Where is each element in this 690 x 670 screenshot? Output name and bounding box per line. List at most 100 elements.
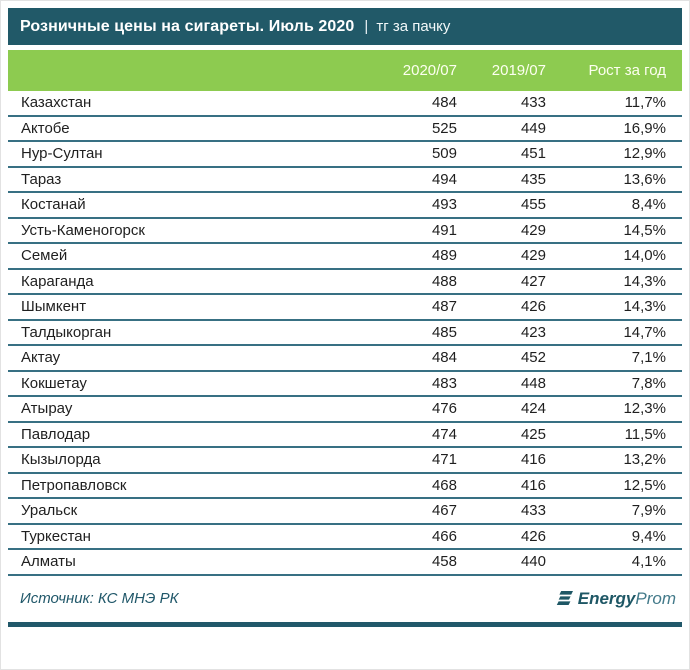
price-2020-cell: 468	[431, 476, 457, 494]
bottom-accent-bar	[8, 621, 682, 627]
table-body: Казахстан 484 433 11,7% Актобе 525 449 16,9% Нур…	[8, 91, 682, 576]
header-col-2020: 2020/07	[402, 62, 457, 79]
title-banner: Розничные цены на сигареты. Июль 2020 | …	[8, 8, 682, 45]
table-row: Кокшетау 483 448 7,8%	[8, 371, 682, 397]
price-2020-cell: 458	[431, 553, 457, 571]
price-2019-cell: 448	[520, 374, 546, 392]
price-2019-cell: 435	[520, 170, 546, 188]
price-2019-cell: 423	[520, 323, 546, 341]
table-row: Казахстан 484 433 11,7%	[8, 91, 682, 117]
price-2019-cell: 429	[520, 247, 546, 265]
region-cell: Актау	[21, 349, 61, 367]
growth-cell: 7,9%	[631, 502, 666, 520]
price-2020-cell: 491	[431, 221, 457, 239]
region-cell: Караганда	[21, 272, 94, 290]
growth-cell: 8,4%	[631, 196, 666, 214]
price-2020-cell: 525	[431, 119, 457, 137]
region-cell: Костанай	[21, 196, 86, 214]
price-2019-cell: 424	[520, 400, 546, 418]
page-title: Розничные цены на сигареты. Июль 2020	[20, 17, 355, 35]
price-2020-cell: 471	[431, 451, 457, 469]
region-cell: Шымкент	[21, 298, 87, 316]
price-2019-cell: 449	[520, 119, 546, 137]
price-2020-cell: 483	[431, 374, 457, 392]
table-row: Нур-Султан 509 451 12,9%	[8, 142, 682, 168]
region-cell: Павлодар	[21, 425, 91, 443]
growth-cell: 14,3%	[623, 272, 666, 290]
price-2019-cell: 452	[520, 349, 546, 367]
growth-cell: 14,0%	[623, 247, 666, 265]
region-cell: Актобе	[21, 119, 70, 137]
table-header-row: 2020/07 2019/07 Рост за год	[8, 50, 682, 91]
region-cell: Алматы	[21, 553, 76, 571]
table-row: Кызылорда 471 416 13,2%	[8, 448, 682, 474]
growth-cell: 14,7%	[623, 323, 666, 341]
footer: Источник: КС МНЭ РК EnergyProm	[8, 576, 682, 622]
region-cell: Семей	[21, 247, 68, 265]
price-2019-cell: 451	[520, 145, 546, 163]
logo-text-energy: Energy	[577, 588, 636, 608]
price-2020-cell: 485	[431, 323, 457, 341]
header-col-growth: Рост за год	[588, 62, 666, 79]
source-note: Источник: КС МНЭ РК	[20, 590, 179, 607]
table-row: Актау 484 452 7,1%	[8, 346, 682, 372]
growth-cell: 7,1%	[631, 349, 666, 367]
price-2020-cell: 467	[431, 502, 457, 520]
energyprom-logo-icon	[556, 590, 573, 605]
table-row: Талдыкорган 485 423 14,7%	[8, 320, 682, 346]
price-2020-cell: 474	[431, 425, 457, 443]
table-row: Атырау 476 424 12,3%	[8, 397, 682, 423]
growth-cell: 12,5%	[623, 476, 666, 494]
growth-cell: 14,5%	[623, 221, 666, 239]
price-2019-cell: 426	[520, 527, 546, 545]
price-2019-cell: 440	[520, 553, 546, 571]
price-2020-cell: 489	[431, 247, 457, 265]
price-2020-cell: 493	[431, 196, 457, 214]
logo-text-prom: Prom	[635, 588, 676, 608]
price-2019-cell: 433	[520, 502, 546, 520]
table-row: Тараз 494 435 13,6%	[8, 167, 682, 193]
growth-cell: 14,3%	[623, 298, 666, 316]
growth-cell: 13,2%	[623, 451, 666, 469]
header-col-2019: 2019/07	[491, 62, 546, 79]
price-2019-cell: 455	[520, 196, 546, 214]
growth-cell: 13,6%	[623, 170, 666, 188]
table-row: Павлодар 474 425 11,5%	[8, 422, 682, 448]
region-cell: Петропавловск	[21, 476, 127, 494]
table-row: Туркестан 466 426 9,4%	[8, 524, 682, 550]
region-cell: Атырау	[21, 400, 73, 418]
price-2020-cell: 509	[431, 145, 457, 163]
price-2020-cell: 476	[431, 400, 457, 418]
growth-cell: 12,9%	[623, 145, 666, 163]
region-cell: Туркестан	[21, 527, 91, 545]
price-2020-cell: 484	[431, 349, 457, 367]
growth-cell: 9,4%	[631, 527, 666, 545]
price-2019-cell: 433	[520, 94, 546, 112]
growth-cell: 7,8%	[631, 374, 666, 392]
title-unit: тг за пачку	[376, 18, 451, 35]
price-2019-cell: 425	[520, 425, 546, 443]
energyprom-logo-text: EnergyProm	[578, 589, 676, 609]
price-2019-cell: 427	[520, 272, 546, 290]
price-2020-cell: 466	[431, 527, 457, 545]
price-2020-cell: 494	[431, 170, 457, 188]
price-2019-cell: 416	[520, 451, 546, 469]
growth-cell: 11,7%	[624, 94, 666, 112]
price-2019-cell: 426	[520, 298, 546, 316]
price-2020-cell: 487	[431, 298, 457, 316]
table-row: Усть-Каменогорск 491 429 14,5%	[8, 218, 682, 244]
table-row: Актобе 525 449 16,9%	[8, 116, 682, 142]
price-2019-cell: 416	[520, 476, 546, 494]
table-row: Шымкент 487 426 14,3%	[8, 295, 682, 321]
price-2020-cell: 484	[431, 94, 457, 112]
table-row: Семей 489 429 14,0%	[8, 244, 682, 270]
title-separator: |	[364, 18, 369, 35]
growth-cell: 12,3%	[623, 400, 666, 418]
table-row: Алматы 458 440 4,1%	[8, 550, 682, 576]
growth-cell: 16,9%	[623, 119, 666, 137]
table-row: Петропавловск 468 416 12,5%	[8, 473, 682, 499]
energyprom-logo: EnergyProm	[556, 589, 676, 609]
region-cell: Кызылорда	[21, 451, 101, 469]
table-row: Костанай 493 455 8,4%	[8, 193, 682, 219]
